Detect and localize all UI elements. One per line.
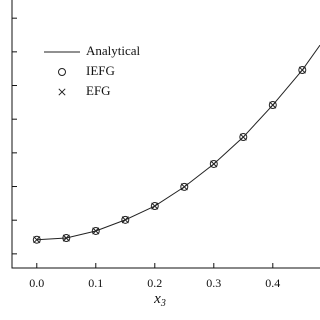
- circle-marker: [58, 68, 66, 76]
- cross-marker: [269, 101, 277, 109]
- cross-marker: [58, 88, 66, 96]
- circle-marker: [32, 235, 41, 244]
- circle-marker: [91, 226, 100, 235]
- circle-marker: [121, 215, 130, 224]
- legend-label: EFG: [86, 83, 111, 98]
- circle-marker: [239, 133, 248, 142]
- circle-marker: [209, 159, 218, 168]
- legend-label: Analytical: [86, 43, 141, 58]
- circle-marker: [150, 202, 159, 211]
- cross-marker: [33, 236, 41, 244]
- x-tick-label: 0.1: [88, 276, 103, 290]
- x-tick-label: 0.0: [29, 276, 44, 290]
- x-tick-label: 0.4: [265, 276, 280, 290]
- axis-frame: [11, 0, 320, 269]
- circle-marker: [180, 182, 189, 191]
- cross-marker: [121, 216, 129, 224]
- cross-marker: [92, 227, 100, 235]
- cross-marker: [298, 66, 306, 74]
- cross-marker: [210, 160, 218, 168]
- cross-marker: [151, 202, 159, 210]
- cross-marker: [239, 133, 247, 141]
- cross-marker: [180, 183, 188, 191]
- circle-marker: [268, 101, 277, 110]
- circle-marker: [62, 234, 71, 243]
- x-label-sub: 3: [160, 298, 166, 309]
- analytical-line: [36, 44, 320, 241]
- x-axis-label: x3: [153, 291, 166, 309]
- x-label-base: x: [153, 291, 161, 307]
- x-tick-label: 0.2: [147, 276, 162, 290]
- circle-marker: [298, 66, 307, 75]
- cross-marker: [62, 234, 70, 242]
- legend-label: IEFG: [86, 63, 115, 78]
- x-tick-label: 0.3: [206, 276, 221, 290]
